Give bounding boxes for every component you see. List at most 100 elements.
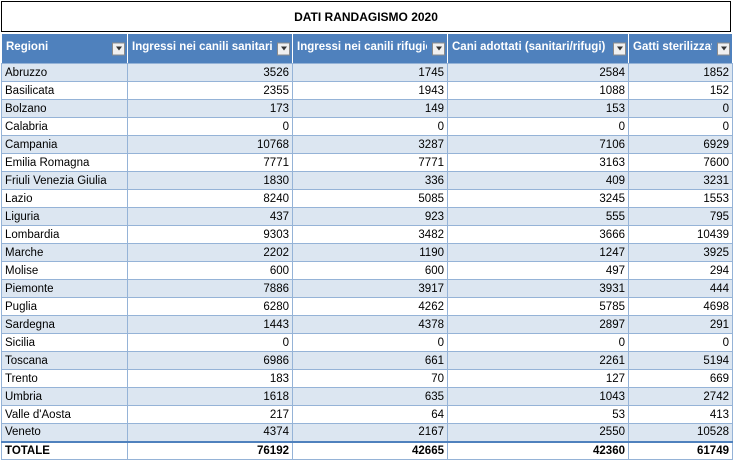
total-value-cell[interactable]: 42665 — [292, 440, 448, 460]
value-cell[interactable]: 7771 — [127, 153, 293, 172]
value-cell[interactable]: 2261 — [447, 351, 629, 370]
value-cell[interactable]: 1043 — [447, 387, 629, 406]
value-cell[interactable]: 6280 — [127, 297, 293, 316]
value-cell[interactable]: 3245 — [447, 189, 629, 208]
value-cell[interactable]: 635 — [292, 387, 448, 406]
total-value-cell[interactable]: 42360 — [447, 440, 629, 460]
value-cell[interactable]: 1745 — [292, 63, 448, 82]
value-cell[interactable]: 64 — [292, 405, 448, 424]
region-cell[interactable]: Lombardia — [1, 225, 128, 244]
value-cell[interactable]: 0 — [127, 333, 293, 352]
value-cell[interactable]: 127 — [447, 369, 629, 388]
value-cell[interactable]: 53 — [447, 405, 629, 424]
value-cell[interactable]: 409 — [447, 171, 629, 190]
value-cell[interactable]: 6986 — [127, 351, 293, 370]
region-cell[interactable]: Marche — [1, 243, 128, 262]
value-cell[interactable]: 795 — [628, 207, 733, 226]
region-cell[interactable]: Puglia — [1, 297, 128, 316]
value-cell[interactable]: 600 — [127, 261, 293, 280]
total-value-cell[interactable]: 61749 — [628, 440, 733, 460]
value-cell[interactable]: 7886 — [127, 279, 293, 298]
value-cell[interactable]: 437 — [127, 207, 293, 226]
value-cell[interactable]: 1618 — [127, 387, 293, 406]
value-cell[interactable]: 5194 — [628, 351, 733, 370]
region-cell[interactable]: Emilia Romagna — [1, 153, 128, 172]
value-cell[interactable]: 70 — [292, 369, 448, 388]
value-cell[interactable]: 1443 — [127, 315, 293, 334]
region-cell[interactable]: Liguria — [1, 207, 128, 226]
region-cell[interactable]: Molise — [1, 261, 128, 280]
value-cell[interactable]: 3287 — [292, 135, 448, 154]
region-cell[interactable]: Toscana — [1, 351, 128, 370]
value-cell[interactable]: 0 — [292, 117, 448, 136]
value-cell[interactable]: 183 — [127, 369, 293, 388]
value-cell[interactable]: 6929 — [628, 135, 733, 154]
region-cell[interactable]: Veneto — [1, 423, 128, 442]
value-cell[interactable]: 4378 — [292, 315, 448, 334]
value-cell[interactable]: 291 — [628, 315, 733, 334]
region-cell[interactable]: Bolzano — [1, 99, 128, 118]
value-cell[interactable]: 923 — [292, 207, 448, 226]
region-cell[interactable]: Trento — [1, 369, 128, 388]
value-cell[interactable]: 5085 — [292, 189, 448, 208]
value-cell[interactable]: 2897 — [447, 315, 629, 334]
filter-dropdown-icon[interactable] — [432, 42, 445, 55]
value-cell[interactable]: 0 — [447, 333, 629, 352]
region-cell[interactable]: Abruzzo — [1, 63, 128, 82]
value-cell[interactable]: 2167 — [292, 423, 448, 442]
region-cell[interactable]: Friuli Venezia Giulia — [1, 171, 128, 190]
value-cell[interactable]: 3925 — [628, 243, 733, 262]
value-cell[interactable]: 5785 — [447, 297, 629, 316]
region-cell[interactable]: Valle d'Aosta — [1, 405, 128, 424]
value-cell[interactable]: 153 — [447, 99, 629, 118]
region-cell[interactable]: Campania — [1, 135, 128, 154]
value-cell[interactable]: 0 — [292, 333, 448, 352]
value-cell[interactable]: 2355 — [127, 81, 293, 100]
value-cell[interactable]: 10528 — [628, 423, 733, 442]
value-cell[interactable]: 1943 — [292, 81, 448, 100]
value-cell[interactable]: 1553 — [628, 189, 733, 208]
value-cell[interactable]: 0 — [447, 117, 629, 136]
value-cell[interactable]: 1830 — [127, 171, 293, 190]
value-cell[interactable]: 4374 — [127, 423, 293, 442]
total-label[interactable]: TOTALE — [1, 440, 128, 460]
value-cell[interactable]: 7600 — [628, 153, 733, 172]
value-cell[interactable]: 2584 — [447, 63, 629, 82]
value-cell[interactable]: 0 — [628, 333, 733, 352]
region-cell[interactable]: Umbria — [1, 387, 128, 406]
filter-dropdown-icon[interactable] — [613, 42, 626, 55]
value-cell[interactable]: 497 — [447, 261, 629, 280]
filter-dropdown-icon[interactable] — [277, 42, 290, 55]
region-cell[interactable]: Sicilia — [1, 333, 128, 352]
value-cell[interactable]: 0 — [127, 117, 293, 136]
value-cell[interactable]: 2550 — [447, 423, 629, 442]
value-cell[interactable]: 217 — [127, 405, 293, 424]
region-cell[interactable]: Basilicata — [1, 81, 128, 100]
value-cell[interactable]: 173 — [127, 99, 293, 118]
value-cell[interactable]: 2202 — [127, 243, 293, 262]
value-cell[interactable]: 0 — [628, 99, 733, 118]
value-cell[interactable]: 3482 — [292, 225, 448, 244]
filter-dropdown-icon[interactable] — [717, 42, 730, 55]
value-cell[interactable]: 1852 — [628, 63, 733, 82]
value-cell[interactable]: 3917 — [292, 279, 448, 298]
value-cell[interactable]: 600 — [292, 261, 448, 280]
value-cell[interactable]: 149 — [292, 99, 448, 118]
region-cell[interactable]: Calabria — [1, 117, 128, 136]
value-cell[interactable]: 0 — [628, 117, 733, 136]
value-cell[interactable]: 3526 — [127, 63, 293, 82]
value-cell[interactable]: 4262 — [292, 297, 448, 316]
value-cell[interactable]: 7771 — [292, 153, 448, 172]
value-cell[interactable]: 8240 — [127, 189, 293, 208]
value-cell[interactable]: 3163 — [447, 153, 629, 172]
value-cell[interactable]: 444 — [628, 279, 733, 298]
value-cell[interactable]: 1088 — [447, 81, 629, 100]
value-cell[interactable]: 7106 — [447, 135, 629, 154]
value-cell[interactable]: 336 — [292, 171, 448, 190]
value-cell[interactable]: 10768 — [127, 135, 293, 154]
value-cell[interactable]: 294 — [628, 261, 733, 280]
region-cell[interactable]: Sardegna — [1, 315, 128, 334]
total-value-cell[interactable]: 76192 — [127, 440, 293, 460]
value-cell[interactable]: 4698 — [628, 297, 733, 316]
value-cell[interactable]: 152 — [628, 81, 733, 100]
